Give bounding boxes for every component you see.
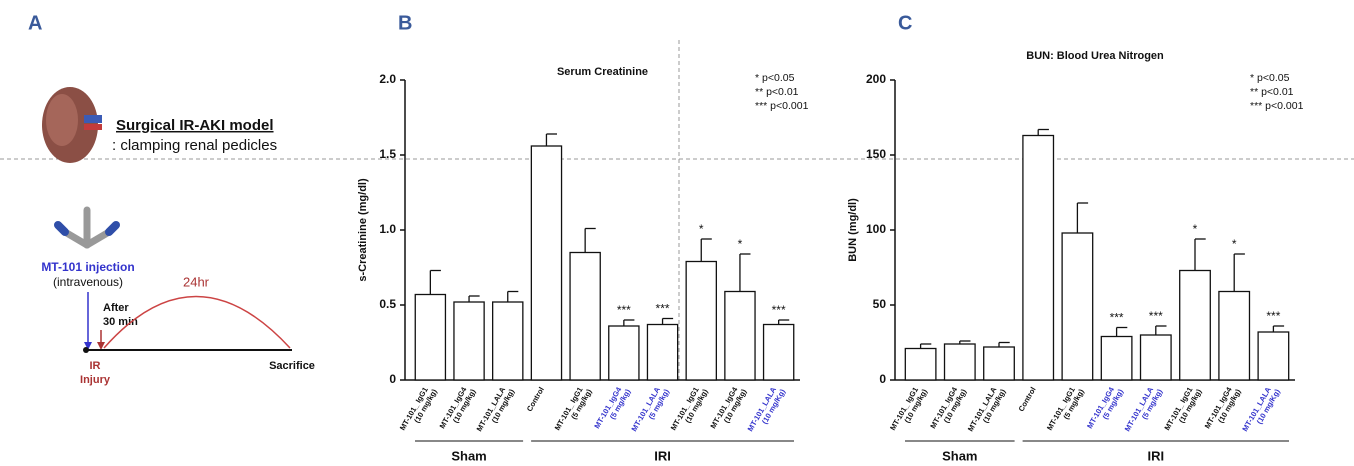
arrow-head [97,342,105,350]
error-bar [921,344,932,349]
duration-label: 24hr [183,274,210,289]
significance-label: * [699,222,704,236]
chart-title: Serum Creatinine [557,66,648,78]
error-bar [779,320,790,325]
error-bar [1273,326,1284,332]
legend-entry: * p<0.05 [1250,72,1290,84]
error-bar [585,229,596,253]
model-title: Surgical IR-AKI model [116,117,274,134]
x-tick-label: Control [525,385,546,413]
error-bar [1234,254,1245,292]
error-bar [740,254,751,292]
x-tick-label: Control [1017,385,1038,413]
legend-entry: ** p<0.01 [1250,86,1294,98]
significance-label: *** [772,303,786,317]
legend-entry: *** p<0.001 [1250,100,1304,112]
panel-label: C [898,12,912,34]
significance-label: * [738,237,743,251]
bar [1062,233,1093,380]
bar [1101,337,1132,381]
error-bar [1117,328,1128,337]
injury-label: Injury [80,374,111,386]
bar [1180,271,1211,381]
error-bar [663,319,674,325]
y-tick-label: 2.0 [379,72,396,86]
bar [1258,332,1289,380]
significance-label: *** [1110,311,1124,325]
bar [945,344,976,380]
significance-label: * [1232,237,1237,251]
chart-title: BUN: Blood Urea Nitrogen [1026,50,1164,62]
sacrifice-label: Sacrifice [269,360,315,372]
timeline-dot [83,347,89,353]
after-label: After [103,302,129,314]
bar [984,347,1015,380]
antibody-icon [58,210,116,245]
y-tick-label: 0.5 [379,297,396,311]
bar [1219,292,1250,381]
error-bar [1077,203,1088,233]
error-bar [999,343,1010,348]
y-tick-label: 1.5 [379,147,396,161]
panel-label: A [28,12,42,34]
y-tick-label: 150 [866,147,886,161]
bar [1141,335,1172,380]
bar [609,326,639,380]
delay-label: 30 min [103,316,138,328]
error-bar [1038,130,1049,136]
error-bar [430,271,441,295]
group-label: IRI [654,448,671,463]
bar [531,146,561,380]
error-bar [1156,326,1167,335]
y-tick-label: 200 [866,72,886,86]
significance-label: *** [617,303,631,317]
y-tick-label: 50 [873,297,887,311]
kidney-icon [42,87,102,163]
bar [686,262,716,381]
error-bar [1195,239,1206,271]
error-bar [701,239,712,262]
y-tick-label: 0 [389,372,396,386]
ir-label: IR [90,360,101,372]
error-bar [469,296,480,302]
bar [415,295,445,381]
y-axis-label: s-Creatinine (mg/dl) [357,178,369,282]
bar [905,349,936,381]
bar [764,325,794,381]
bar [1023,136,1054,381]
significance-label: * [1193,222,1198,236]
error-bar [508,292,519,303]
group-label: IRI [1147,448,1164,463]
panel-label: B [398,12,412,34]
y-tick-label: 100 [866,222,886,236]
error-bar [624,320,635,326]
bar [570,253,600,381]
injection-label: MT-101 injection [41,260,134,274]
bar [725,292,755,381]
bar [454,302,484,380]
page: {"panel_labels": ["A", "B", "C"], "panel… [0,0,1354,466]
legend-entry: *** p<0.001 [755,100,809,112]
significance-label: *** [1149,309,1163,323]
significance-label: *** [656,302,670,316]
figure: A B C Surgical IR-AKI model : clamping r… [0,0,1354,466]
time-arc [104,297,290,349]
route-label: (intravenous) [53,275,123,289]
model-note: : clamping renal pedicles [112,137,277,154]
y-axis-label: BUN (mg/dl) [847,198,859,262]
legend-entry: ** p<0.01 [755,86,799,98]
bar [647,325,677,381]
significance-label: *** [1266,309,1280,323]
y-tick-label: 0 [879,372,886,386]
y-tick-label: 1.0 [379,222,396,236]
error-bar [546,134,557,146]
group-label: Sham [942,448,977,463]
legend-entry: * p<0.05 [755,72,795,84]
group-label: Sham [451,448,486,463]
bar [493,302,523,380]
